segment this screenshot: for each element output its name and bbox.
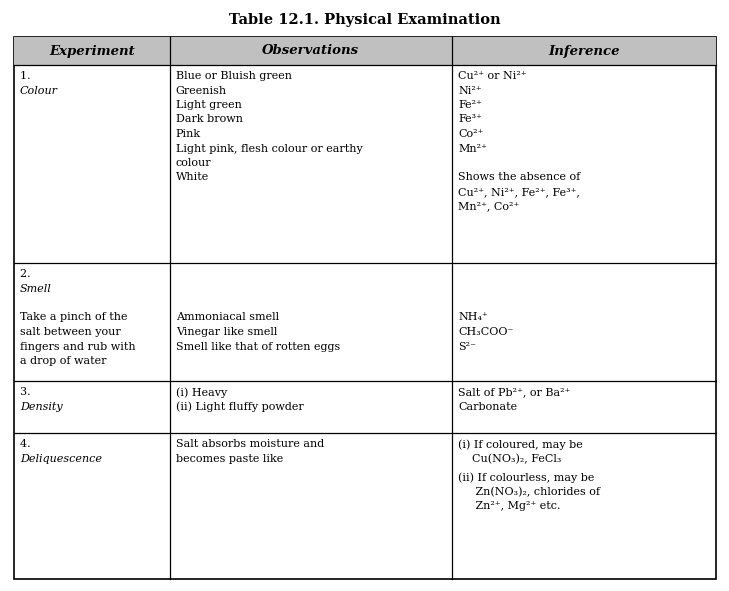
Text: Take a pinch of the: Take a pinch of the	[20, 313, 128, 323]
Text: Table 12.1. Physical Examination: Table 12.1. Physical Examination	[229, 13, 500, 27]
Text: Light pink, flesh colour or earthy: Light pink, flesh colour or earthy	[176, 144, 362, 154]
Text: colour: colour	[176, 158, 211, 168]
Text: Density: Density	[20, 401, 63, 411]
Text: Cu(NO₃)₂, FeCl₃: Cu(NO₃)₂, FeCl₃	[458, 453, 561, 464]
Text: Light green: Light green	[176, 100, 242, 110]
Text: Mn²⁺: Mn²⁺	[458, 144, 487, 154]
Text: Blue or Bluish green: Blue or Bluish green	[176, 71, 292, 81]
Text: NH₄⁺: NH₄⁺	[458, 313, 488, 323]
Text: Colour: Colour	[20, 86, 58, 96]
Text: 3.: 3.	[20, 387, 38, 397]
Text: Carbonate: Carbonate	[458, 401, 517, 411]
Text: Co²⁺: Co²⁺	[458, 129, 483, 139]
Text: (ii) If colourless, may be: (ii) If colourless, may be	[458, 472, 594, 483]
Text: Smell: Smell	[20, 284, 52, 294]
Text: 4.: 4.	[20, 439, 38, 449]
Text: Zn(NO₃)₂, chlorides of: Zn(NO₃)₂, chlorides of	[458, 487, 600, 497]
Text: Cu²⁺ or Ni²⁺: Cu²⁺ or Ni²⁺	[458, 71, 526, 81]
Text: (ii) Light fluffy powder: (ii) Light fluffy powder	[176, 401, 303, 412]
Text: Deliquescence: Deliquescence	[20, 453, 102, 463]
Text: a drop of water: a drop of water	[20, 356, 106, 366]
Text: S²⁻: S²⁻	[458, 342, 476, 352]
Text: Experiment: Experiment	[49, 44, 135, 57]
Text: Salt of Pb²⁺, or Ba²⁺: Salt of Pb²⁺, or Ba²⁺	[458, 387, 570, 397]
Text: Dark brown: Dark brown	[176, 115, 243, 125]
Text: White: White	[176, 173, 209, 183]
Text: Pink: Pink	[176, 129, 201, 139]
Text: Smell like that of rotten eggs: Smell like that of rotten eggs	[176, 342, 340, 352]
Text: Inference: Inference	[548, 44, 620, 57]
Text: Zn²⁺, Mg²⁺ etc.: Zn²⁺, Mg²⁺ etc.	[458, 501, 561, 511]
Text: Fe³⁺: Fe³⁺	[458, 115, 482, 125]
Text: CH₃COO⁻: CH₃COO⁻	[458, 327, 513, 337]
Text: (i) Heavy: (i) Heavy	[176, 387, 227, 398]
Bar	[14, 37, 716, 65]
Text: (i) If coloured, may be: (i) If coloured, may be	[458, 439, 582, 450]
Text: Ammoniacal smell: Ammoniacal smell	[176, 313, 279, 323]
Text: Vinegar like smell: Vinegar like smell	[176, 327, 277, 337]
Text: Mn²⁺, Co²⁺: Mn²⁺, Co²⁺	[458, 202, 519, 212]
Text: Greenish: Greenish	[176, 86, 227, 96]
Text: fingers and rub with: fingers and rub with	[20, 342, 136, 352]
Text: salt between your: salt between your	[20, 327, 121, 337]
Text: becomes paste like: becomes paste like	[176, 453, 283, 463]
Text: Salt absorbs moisture and: Salt absorbs moisture and	[176, 439, 324, 449]
Text: Ni²⁺: Ni²⁺	[458, 86, 482, 96]
Text: Shows the absence of: Shows the absence of	[458, 173, 580, 183]
Text: Cu²⁺, Ni²⁺, Fe²⁺, Fe³⁺,: Cu²⁺, Ni²⁺, Fe²⁺, Fe³⁺,	[458, 187, 580, 197]
Text: 2.: 2.	[20, 269, 38, 279]
Text: Observations: Observations	[262, 44, 359, 57]
Text: 1.: 1.	[20, 71, 38, 81]
Text: Fe²⁺: Fe²⁺	[458, 100, 482, 110]
